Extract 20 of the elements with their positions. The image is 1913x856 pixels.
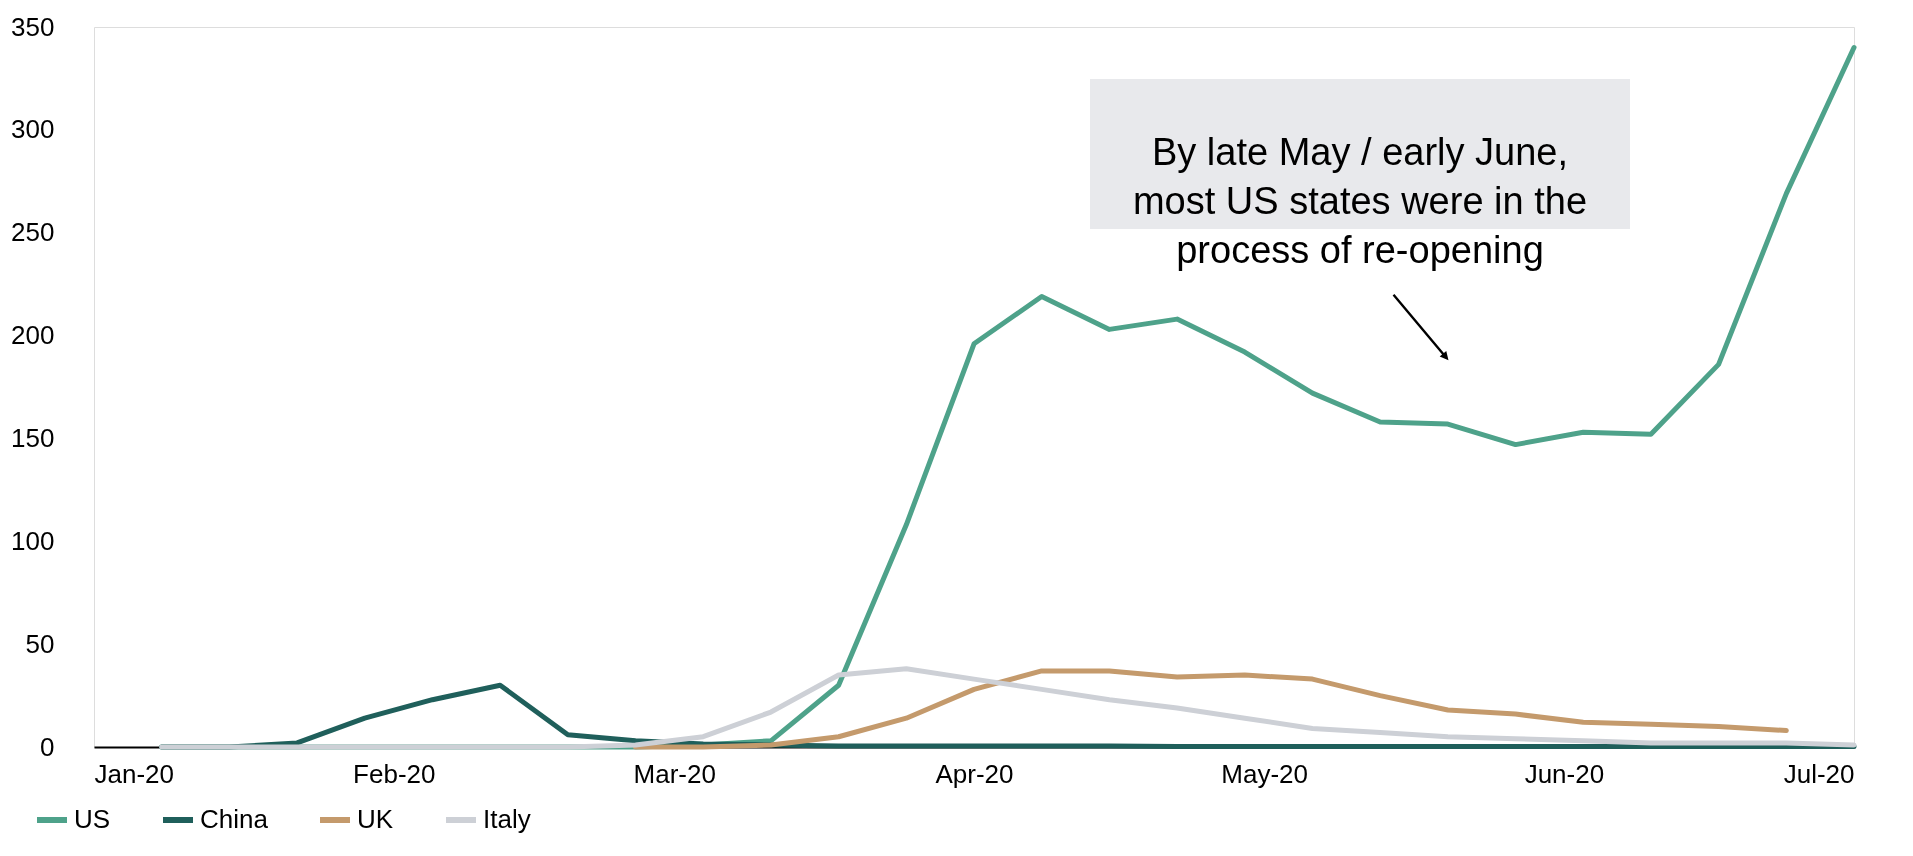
legend-label: China — [200, 804, 269, 834]
y-tick-label: 300 — [11, 114, 55, 145]
y-tick-label: 250 — [11, 217, 55, 248]
y-tick-label: 350 — [11, 11, 55, 42]
x-tick-label: Jul-20 — [1783, 758, 1855, 789]
legend-label: Italy — [483, 804, 531, 834]
annotation: By late May / early June, most US states were in the process of re-opening — [1132, 131, 1588, 271]
x-tick-label: Jan-20 — [94, 758, 174, 789]
legend-label: UK — [357, 804, 394, 834]
x-tick-label: Mar-20 — [633, 758, 716, 789]
y-tick-label: 100 — [11, 525, 55, 556]
legend-label: US — [74, 804, 111, 834]
x-tick-label: May-20 — [1221, 758, 1308, 789]
x-tick-label: Jun-20 — [1524, 758, 1605, 789]
y-tick-label: 150 — [11, 422, 55, 453]
y-tick-label: 200 — [11, 320, 55, 351]
x-tick-label: Apr-20 — [935, 758, 1014, 789]
y-tick-label: 0 — [40, 731, 55, 762]
y-tick-label: 50 — [25, 628, 55, 659]
x-tick-label: Feb-20 — [353, 758, 436, 789]
